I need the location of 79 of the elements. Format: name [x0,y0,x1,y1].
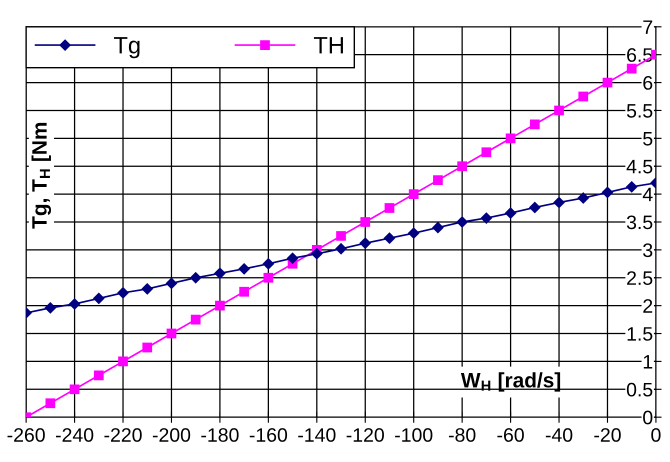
point [578,192,589,204]
y-axis-title: Tg, T$_{H}$ [Nm [32,122,52,229]
point [214,268,226,279]
y-tick-label: 0 [643,410,652,424]
point [360,217,370,227]
point [142,283,153,295]
y-tick-label: 5.5 [626,104,652,118]
x-tick-label: -140 [298,428,336,442]
x-tick-label: -260 [8,428,45,442]
x-tick-label: -240 [56,428,94,442]
point [44,302,56,314]
point [94,370,104,380]
point [93,292,104,304]
point [554,106,564,116]
point [117,287,129,298]
point [530,120,540,130]
point [311,248,322,260]
point [482,147,492,158]
point [70,384,80,394]
point [238,263,250,274]
point [433,175,443,186]
point [602,186,614,198]
point [602,78,612,88]
point [384,203,394,213]
point [360,238,371,249]
y-tick-label: 2 [643,299,652,313]
point [215,300,225,311]
point [408,189,419,199]
y-tick-label: 4 [642,188,653,202]
x-tick-label: -80 [448,428,476,442]
x-tick-label: -20 [594,428,621,442]
y-tick-label: 7 [643,20,652,34]
point [142,342,152,352]
y-tick-label: 5 [643,132,652,146]
y-tick-label: 3 [643,243,652,258]
point [480,212,492,224]
point [118,356,128,366]
point [457,161,468,172]
x-tick-label: -160 [250,428,288,442]
point [45,398,56,408]
x-tick-label: -60 [497,428,524,442]
legend-label: Tg [114,37,140,58]
y-tick-label: 0.5 [626,382,652,397]
legend-label: TH [314,37,343,54]
point [408,228,420,239]
point [286,252,298,264]
point [190,272,202,284]
point [190,314,201,324]
point [384,232,396,244]
x-tick-label: -40 [546,428,572,442]
x-tick-label: -100 [395,428,432,442]
x-tick-label: -220 [104,428,142,442]
y-tick-label: 3.5 [626,215,652,230]
point [335,243,347,254]
y-tick-label: 6 [643,76,652,90]
point [262,258,274,270]
y-tick-label: 1.5 [628,327,652,341]
point [68,298,80,310]
x-tick-label: -180 [201,428,239,442]
y-tick-label: 2.5 [627,271,652,285]
point [166,278,178,289]
point [166,328,176,338]
y-tick-label: 1 [644,355,652,368]
point [578,92,588,102]
x-axis-title: W$_{H}$ [rad/s] [460,372,560,392]
point [529,202,540,214]
x-tick-label: -200 [152,428,190,442]
point [504,207,516,219]
x-tick-label: -120 [346,428,384,442]
point [553,196,565,208]
point [239,286,249,297]
point [626,181,638,192]
point [506,133,516,144]
point [336,231,346,241]
point [432,222,444,234]
point [264,272,274,283]
y-tick-label: 4.5 [626,160,652,174]
point [626,64,637,74]
point [456,216,468,228]
